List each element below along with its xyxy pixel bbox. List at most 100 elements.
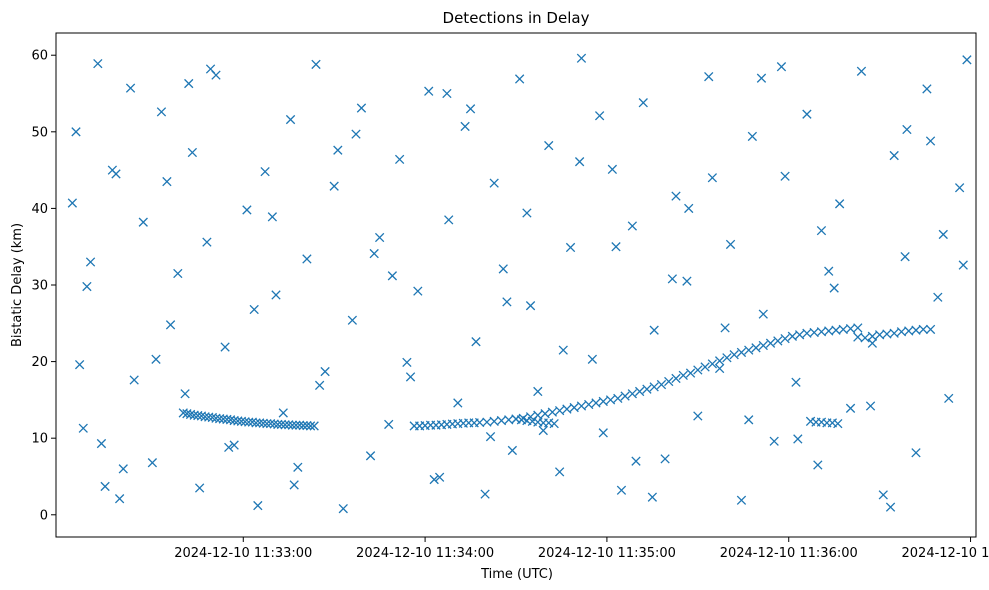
marker-clutter-83 [834, 199, 845, 209]
y-tick-label-0: 0 [40, 508, 48, 523]
marker-clutter-86 [867, 338, 878, 348]
marker-clutter-107 [502, 297, 512, 307]
marker-track-2-69 [889, 328, 899, 338]
marker-clutter-40 [394, 154, 405, 165]
marker-clutter-134 [631, 456, 641, 466]
marker-clutter-139 [816, 225, 827, 236]
marker-track-1-35 [305, 421, 316, 431]
marker-clutter-77 [769, 436, 779, 446]
marker-track-3-13 [833, 418, 843, 429]
marker-clutter-56 [544, 140, 554, 151]
marker-clutter-2 [78, 423, 88, 433]
marker-clutter-88 [889, 150, 899, 161]
marker-track-2-48 [736, 347, 747, 358]
marker-track-2-32 [620, 391, 630, 401]
y-tick-label-4: 40 [31, 202, 48, 217]
marker-clutter-110 [611, 242, 621, 252]
marker-track-2-27 [584, 399, 594, 410]
marker-clutter-53 [514, 74, 525, 84]
marker-clutter-119 [938, 229, 948, 240]
marker-track-2-51 [758, 340, 768, 351]
marker-clutter-52 [507, 445, 518, 456]
marker-clutter-73 [725, 239, 736, 250]
marker-clutter-70 [693, 411, 703, 421]
marker-clutter-22 [229, 440, 239, 450]
marker-clutter-14 [165, 320, 176, 330]
marker-clutter-39 [384, 419, 394, 430]
marker-clutter-43 [424, 86, 434, 96]
marker-clutter-138 [776, 62, 787, 72]
marker-clutter-92 [933, 292, 943, 302]
marker-track-1-32 [294, 420, 305, 430]
marker-track-2-39 [671, 373, 681, 384]
marker-clutter-85 [856, 66, 867, 76]
marker-track-2-12 [474, 417, 485, 428]
marker-clutter-23 [242, 205, 252, 215]
marker-track-2-56 [794, 330, 805, 340]
marker-track-3-7 [549, 418, 559, 429]
marker-clutter-94 [954, 183, 965, 193]
marker-track-1-20 [251, 418, 261, 428]
marker-track-1-1 [182, 409, 192, 419]
marker-track-2-35 [642, 384, 652, 394]
x-tick-label-0: 2024-12-10 11:33:00 [174, 546, 312, 561]
marker-clutter-96 [85, 257, 96, 267]
marker-track-2-50 [751, 343, 761, 353]
marker-clutter-140 [853, 332, 863, 342]
marker-clutter-32 [320, 366, 330, 377]
marker-clutter-133 [594, 111, 605, 121]
marker-clutter-97 [107, 165, 118, 175]
marker-clutter-115 [793, 434, 803, 444]
marker-clutter-17 [187, 147, 198, 158]
marker-track-2-33 [627, 389, 638, 399]
y-axis: 0 10 20 30 40 50 60 [31, 49, 56, 523]
marker-track-2-73 [918, 324, 928, 335]
marker-clutter-106 [465, 104, 476, 114]
y-tick-label-2: 20 [31, 355, 48, 370]
marker-track-2-66 [867, 331, 878, 341]
marker-track-2-30 [605, 395, 616, 405]
marker-clutter-125 [289, 480, 299, 490]
scatter-markers [67, 53, 972, 514]
marker-track-1-25 [269, 419, 279, 429]
x-axis: 2024-12-10 11:33:00 2024-12-10 11:34:00 20… [174, 537, 989, 561]
marker-clutter-84 [845, 403, 856, 413]
marker-clutter-80 [802, 109, 812, 119]
marker-track-2-64 [853, 323, 863, 333]
marker-clutter-37 [365, 451, 376, 461]
marker-clutter-116 [829, 283, 839, 293]
marker-track-2-40 [678, 370, 688, 381]
marker-clutter-50 [489, 178, 499, 188]
marker-track-2-47 [729, 350, 739, 360]
marker-clutter-122 [162, 176, 172, 187]
marker-clutter-46 [453, 398, 463, 408]
marker-clutter-93 [944, 393, 954, 404]
marker-clutter-6 [100, 481, 110, 492]
marker-clutter-136 [707, 173, 718, 183]
marker-clutter-3 [82, 281, 92, 292]
marker-clutter-9 [125, 83, 136, 93]
marker-clutter-30 [302, 254, 312, 264]
marker-clutter-42 [413, 286, 423, 296]
marker-clutter-62 [607, 164, 618, 174]
marker-clutter-45 [444, 215, 454, 225]
marker-track-2-29 [598, 396, 608, 407]
marker-clutter-66 [649, 325, 659, 335]
marker-track-2-46 [722, 353, 732, 363]
marker-clutter-1 [71, 127, 81, 137]
y-axis-title: Bistatic Delay (km) [10, 223, 25, 347]
marker-clutter-120 [74, 360, 85, 370]
marker-track-1-13 [225, 415, 236, 425]
marker-track-2-45 [714, 356, 725, 366]
marker-track-1-33 [298, 420, 308, 431]
marker-track-2-21 [540, 409, 550, 419]
marker-track-1-30 [287, 420, 298, 430]
marker-clutter-27 [278, 408, 288, 418]
marker-clutter-124 [249, 304, 259, 315]
x-tick-label-4: 2024-12-10 11:37:00 [902, 546, 989, 561]
marker-track-1-2 [185, 409, 196, 420]
marker-clutter-89 [900, 252, 910, 262]
marker-track-2-43 [700, 362, 710, 372]
